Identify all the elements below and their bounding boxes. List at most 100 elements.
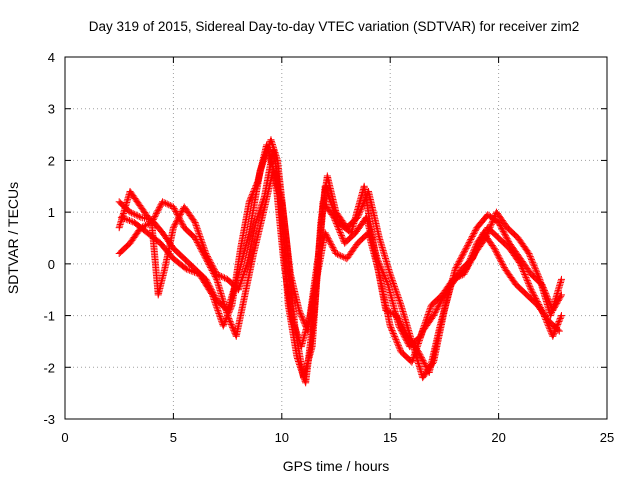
data-point-interp: [210, 266, 218, 274]
data-point-interp: [469, 231, 477, 239]
data-point-interp: [524, 278, 532, 286]
data-point-interp: [383, 279, 391, 287]
data-point-interp: [535, 272, 543, 280]
data-point-interp: [210, 264, 218, 272]
data-point-interp: [135, 213, 143, 221]
data-point-interp: [494, 252, 502, 260]
data-point-interp: [243, 261, 251, 269]
data-point-interp: [476, 236, 484, 244]
data-point-interp: [297, 365, 305, 373]
data-point-interp: [496, 255, 504, 263]
data-point-interp: [227, 319, 235, 327]
data-point: [169, 224, 177, 232]
data-point: [117, 213, 125, 221]
data-point-interp: [247, 195, 255, 203]
x-tick-label: 10: [275, 430, 289, 445]
data-point-interp: [337, 252, 345, 260]
data-point-interp: [498, 224, 506, 232]
data-point-interp: [199, 242, 207, 250]
data-point-interp: [533, 268, 541, 276]
data-point-interp: [471, 249, 479, 257]
data-point-interp: [143, 221, 151, 229]
data-point-interp: [220, 320, 228, 328]
data-point-interp: [217, 272, 225, 280]
data-point: [527, 286, 535, 294]
data-point-interp: [227, 303, 235, 311]
y-tick-label: 4: [48, 50, 55, 65]
data-point-interp: [395, 297, 403, 305]
data-point-interp: [476, 238, 484, 246]
data-point-interp: [205, 255, 213, 263]
data-point-interp: [421, 318, 429, 326]
data-point-interp: [240, 271, 248, 279]
data-point-interp: [242, 264, 250, 272]
data-point-interp: [254, 211, 262, 219]
data-point: [469, 255, 477, 263]
data-point: [191, 218, 199, 226]
data-point: [525, 250, 533, 258]
data-point-interp: [295, 359, 303, 367]
data-point-interp: [333, 215, 341, 223]
data-point-interp: [253, 214, 261, 222]
data-point-interp: [526, 251, 534, 259]
data-point-interp: [423, 315, 431, 323]
data-point-interp: [490, 214, 498, 222]
data-point-interp: [334, 250, 342, 258]
data-point: [213, 270, 221, 278]
data-point-interp: [192, 220, 200, 228]
data-point-interp: [399, 323, 407, 331]
data-point-interp: [209, 292, 217, 300]
data-point-interp: [291, 323, 299, 331]
data-point-interp: [453, 262, 461, 270]
x-tick-label: 20: [491, 430, 505, 445]
data-point-interp: [534, 271, 542, 279]
data-point-interp: [294, 332, 302, 340]
data-point-interp: [396, 345, 404, 353]
data-point: [414, 348, 422, 356]
data-point-interp: [389, 328, 397, 336]
data-point-interp: [216, 313, 224, 321]
data-point-interp: [210, 296, 218, 304]
data-point-interp: [521, 271, 529, 279]
data-point-interp: [258, 199, 266, 207]
data-point-interp: [170, 222, 178, 230]
data-point-interp: [418, 329, 426, 337]
data-point-interp: [225, 307, 233, 315]
data-point-interp: [242, 263, 250, 271]
data-point-interp: [416, 351, 424, 359]
data-point-interp: [400, 325, 408, 333]
data-point-interp: [528, 287, 536, 295]
data-point-interp: [420, 321, 428, 329]
data-point-interp: [415, 349, 423, 357]
x-tick-label: 5: [170, 430, 177, 445]
data-point-interp: [396, 298, 404, 306]
data-point-interp: [191, 268, 199, 276]
data-point-interp: [393, 289, 401, 297]
data-point-interp: [214, 308, 222, 316]
data-point-interp: [179, 221, 187, 229]
data-point-interp: [389, 280, 397, 288]
data-point-interp: [238, 277, 246, 285]
data-point-interp: [328, 202, 336, 210]
data-point-interp: [456, 256, 464, 264]
data-point-interp: [394, 340, 402, 348]
data-point-interp: [171, 206, 179, 214]
data-point-interp: [464, 241, 472, 249]
data-point-interp: [324, 191, 332, 199]
data-point-interp: [203, 252, 211, 260]
data-point-interp: [388, 275, 396, 283]
data-point-interp: [129, 210, 137, 218]
data-point-interp: [474, 241, 482, 249]
data-point-interp: [330, 247, 338, 255]
data-point-interp: [458, 252, 466, 260]
data-point-interp: [460, 249, 468, 257]
data-point-interp: [298, 367, 306, 375]
x-tick-label: 25: [600, 430, 614, 445]
data-point-interp: [296, 362, 304, 370]
data-point-interp: [189, 268, 197, 276]
data-point-interp: [195, 229, 203, 237]
data-point-interp: [328, 242, 336, 250]
data-point-interp: [545, 323, 553, 331]
data-point: [460, 270, 468, 278]
data-point-interp: [491, 246, 499, 254]
